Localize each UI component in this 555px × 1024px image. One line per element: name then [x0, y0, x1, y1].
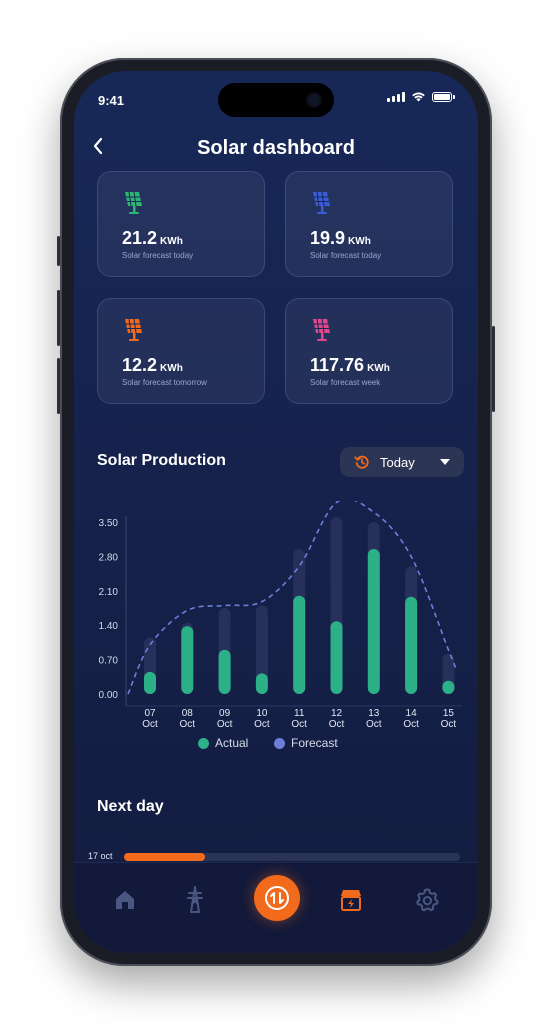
battery-icon: [432, 91, 455, 102]
actual-bar[interactable]: [442, 680, 455, 694]
y-tick-label: 3.50: [99, 518, 119, 529]
caret-down-icon: [440, 459, 450, 465]
x-tick-label: Oct: [180, 719, 196, 730]
status-time: 9:41: [98, 93, 125, 108]
legend-actual-swatch: [198, 737, 209, 749]
x-tick-label: 10: [256, 708, 268, 719]
y-tick-label: 0.00: [99, 690, 119, 701]
stat-label: Solar forecast week: [310, 378, 381, 387]
x-tick-label: 14: [406, 708, 418, 719]
nav-settings[interactable]: [412, 885, 442, 915]
next-day-progress-fill: [124, 853, 205, 861]
next-day-progress-track: [124, 853, 460, 861]
actual-bar[interactable]: [367, 549, 380, 694]
stat-value: 21.2 KWh: [122, 228, 183, 248]
solar-panel-icon: [313, 191, 330, 214]
nav-exchange[interactable]: [254, 875, 300, 921]
legend-forecast: Forecast: [274, 736, 338, 750]
power-tower-icon: [187, 886, 203, 913]
nav-home[interactable]: [110, 885, 140, 915]
x-tick-label: 12: [331, 708, 343, 719]
stat-value: 117.76 KWh: [310, 355, 390, 375]
camera-icon: [308, 94, 320, 106]
y-tick-label: 0.70: [99, 656, 119, 667]
legend-forecast-label: Forecast: [291, 736, 338, 750]
x-tick-label: Oct: [142, 719, 158, 730]
dropdown-value: Today: [380, 454, 415, 470]
x-tick-label: 09: [219, 708, 231, 719]
solar-panel-icon: [125, 191, 142, 214]
dynamic-island: [218, 83, 334, 117]
forecast-bar[interactable]: [255, 605, 268, 694]
stat-card-tomorrow[interactable]: 12.2 KWh Solar forecast tomorrow: [97, 298, 265, 404]
x-tick-label: Oct: [441, 719, 457, 730]
mute-switch: [57, 236, 60, 266]
x-tick-label: Oct: [254, 719, 270, 730]
legend-forecast-swatch: [274, 737, 285, 749]
home-icon: [116, 891, 134, 909]
x-tick-label: Oct: [366, 719, 382, 730]
actual-bar[interactable]: [405, 596, 418, 694]
stat-value: 19.9 KWh: [310, 228, 371, 248]
phone-frame: 9:41 Solar dashboard 21.2 KWh Solar forec…: [57, 58, 495, 966]
actual-bar[interactable]: [218, 649, 231, 694]
chevron-left-icon: [93, 137, 103, 155]
stat-card-week[interactable]: 117.76 KWh Solar forecast week: [285, 298, 453, 404]
next-day-row: 17 oct: [88, 850, 460, 864]
x-tick-label: Oct: [329, 719, 345, 730]
app-screen: 9:41 Solar dashboard 21.2 KWh Solar forec…: [74, 71, 478, 953]
solar-panel-icon: [125, 318, 142, 341]
stat-card-today[interactable]: 21.2 KWh Solar forecast today: [97, 171, 265, 277]
y-tick-label: 1.40: [99, 621, 119, 632]
stat-card-today-alt[interactable]: 19.9 KWh Solar forecast today: [285, 171, 453, 277]
exchange-icon: [265, 886, 289, 910]
stat-label: Solar forecast today: [310, 251, 382, 260]
volume-up-button: [57, 290, 60, 346]
legend-actual-label: Actual: [215, 736, 249, 750]
page-title: Solar dashboard: [197, 137, 355, 159]
x-tick-label: Oct: [403, 719, 419, 730]
x-tick-label: Oct: [217, 719, 233, 730]
next-day-date: 17 oct: [88, 851, 113, 861]
x-tick-label: 15: [443, 708, 455, 719]
actual-bar[interactable]: [330, 621, 343, 694]
nav-grid[interactable]: [180, 885, 210, 915]
stat-value: 12.2 KWh: [122, 355, 183, 375]
x-tick-label: 07: [144, 708, 156, 719]
status-icons: [387, 91, 455, 102]
actual-bar[interactable]: [293, 595, 306, 694]
nav-solar-store[interactable]: [336, 885, 366, 915]
actual-bar[interactable]: [181, 626, 194, 694]
section-title-next-day: Next day: [97, 798, 164, 815]
stat-label: Solar forecast today: [122, 251, 194, 260]
x-tick-label: Oct: [291, 719, 307, 730]
solar-store-icon: [341, 890, 361, 911]
back-button[interactable]: [92, 137, 104, 159]
actual-bar[interactable]: [255, 673, 268, 694]
signal-icon: [387, 91, 405, 102]
solar-production-chart: 0.000.701.402.102.803.5007Oct08Oct09Oct1…: [99, 501, 462, 730]
bottom-nav: [74, 862, 478, 953]
stat-label: Solar forecast tomorrow: [122, 378, 207, 387]
legend-actual: Actual: [198, 736, 248, 750]
period-dropdown[interactable]: Today: [340, 447, 464, 477]
solar-panel-icon: [313, 318, 330, 341]
x-tick-label: 13: [368, 708, 380, 719]
y-tick-label: 2.80: [99, 552, 119, 563]
forecast-curve: [127, 501, 458, 695]
wifi-icon: [412, 92, 425, 102]
volume-down-button: [57, 358, 60, 414]
section-title-production: Solar Production: [97, 452, 226, 469]
gear-icon: [416, 888, 439, 912]
y-tick-label: 2.10: [99, 587, 119, 598]
actual-bar[interactable]: [144, 671, 156, 694]
x-tick-label: 11: [294, 708, 305, 719]
power-button: [492, 326, 495, 412]
history-icon: [354, 455, 369, 469]
x-tick-label: 08: [182, 708, 194, 719]
